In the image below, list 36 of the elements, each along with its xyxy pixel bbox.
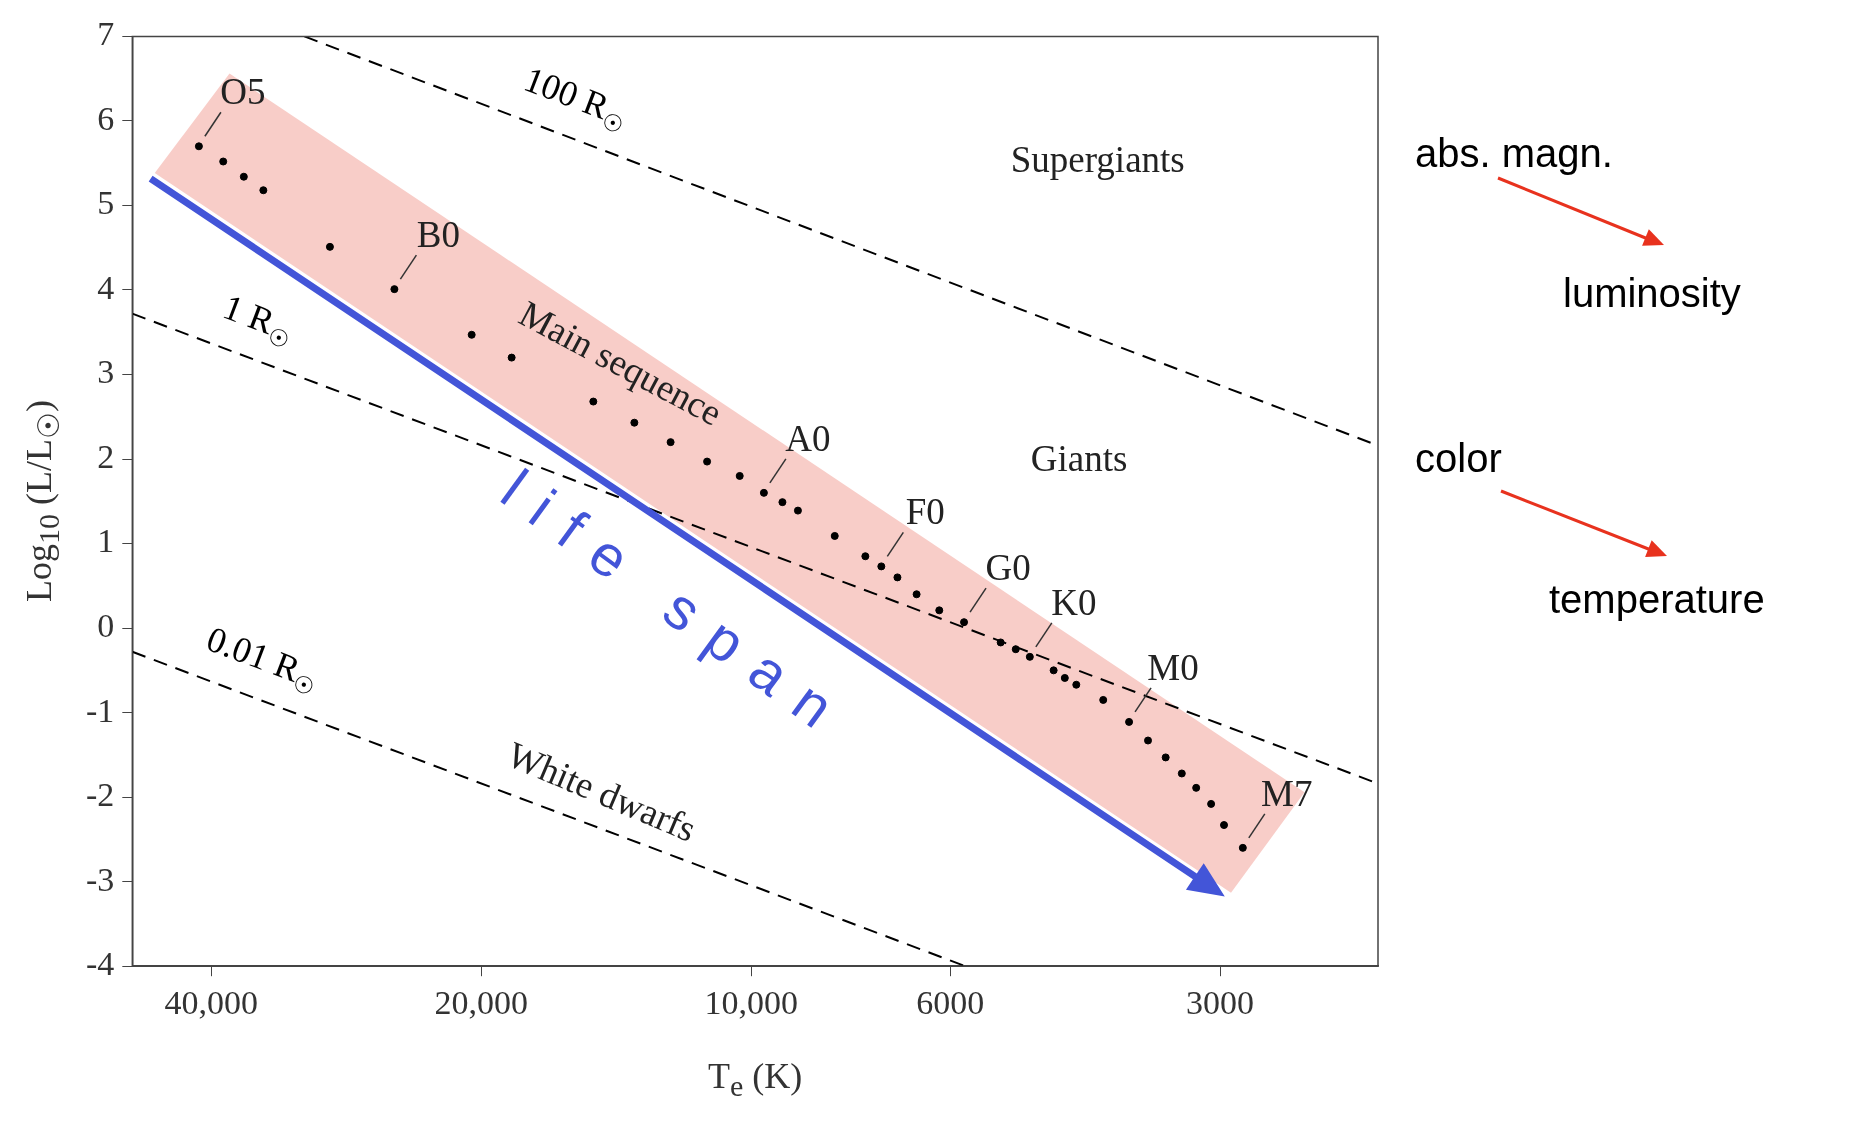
annotation: B0 (416, 213, 460, 255)
annotation: F0 (905, 491, 945, 533)
text: color (1415, 436, 1502, 480)
text: abs. magn. (1415, 131, 1613, 175)
x-axis-title: T$_{e}$ (K) (708, 1055, 803, 1104)
text: 0.01 R☉ (201, 618, 319, 702)
text: luminosity (1563, 271, 1741, 315)
y-tick-label: -1 (85, 691, 115, 729)
text: 1 R☉ (218, 286, 293, 354)
annotation: A0 (785, 417, 831, 459)
annotation: Supergiants (1010, 138, 1185, 180)
annotation: White dwarfs (501, 733, 703, 850)
annotation: M0 (1147, 646, 1199, 688)
y-tick-label: 5 (97, 184, 115, 222)
text: 100 R☉ (518, 58, 628, 139)
y-tick-label: 3 (97, 353, 115, 391)
y-tick-label: 4 (97, 268, 115, 306)
y-tick-label: 2 (97, 437, 115, 475)
y-tick-label: 1 (97, 522, 115, 560)
x-tick-label: 40,000 (164, 983, 259, 1021)
y-tick-label: 6 (97, 99, 115, 137)
x-tick-label: 6000 (916, 983, 985, 1021)
y-tick-label: -2 (85, 776, 115, 814)
x-tick-label: 10,000 (704, 983, 798, 1021)
annotation: Giants (1030, 438, 1128, 480)
x-tick-label: 20,000 (434, 983, 529, 1021)
y-tick-label: -4 (85, 945, 115, 983)
annotation: M7 (1261, 772, 1313, 814)
annotation: O5 (220, 71, 266, 112)
y-tick-label: 7 (97, 15, 115, 53)
annotation: K0 (1051, 581, 1097, 623)
text: temperature (1549, 577, 1765, 621)
x-tick-label: 3000 (1186, 983, 1255, 1021)
y-tick-label: 0 (97, 607, 115, 645)
y-tick-label: -3 (85, 860, 115, 898)
annotation: G0 (985, 546, 1031, 588)
